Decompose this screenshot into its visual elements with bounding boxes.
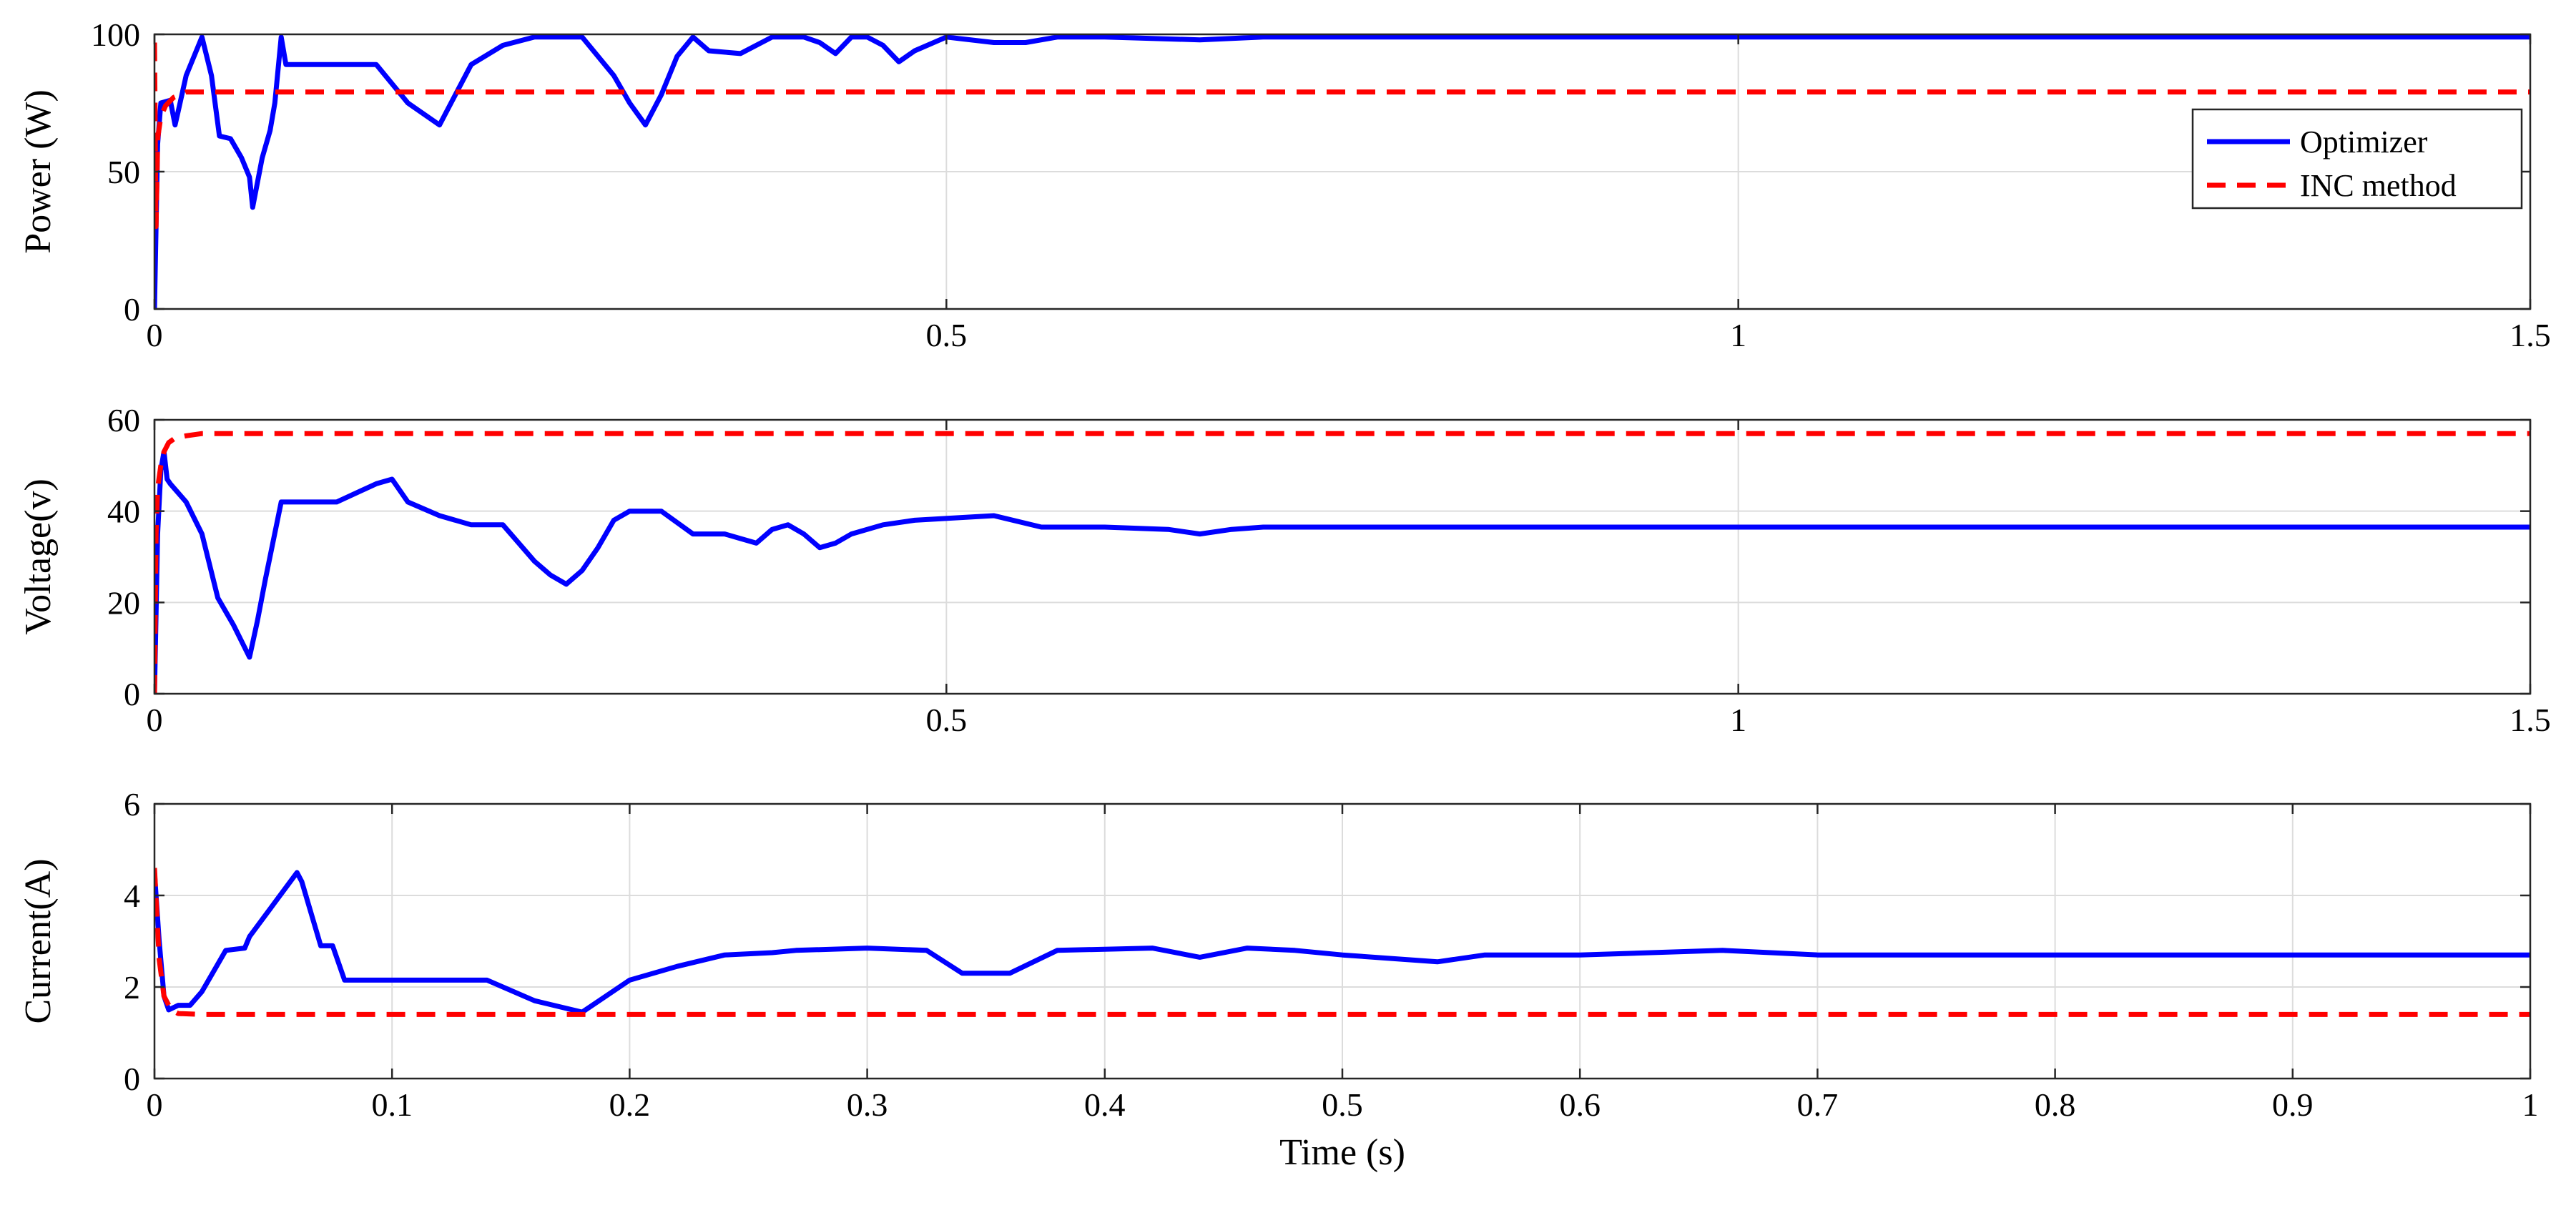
power-series-inc-method	[154, 42, 2530, 230]
voltage-ytick-label: 20	[107, 584, 140, 621]
current-xtick-label: 0.3	[847, 1086, 888, 1123]
power-ytick-label: 100	[91, 16, 140, 53]
legend: Optimizer INC method	[2191, 108, 2523, 210]
power-xtick-label: 0.5	[926, 317, 968, 353]
current-xlabel: Time (s)	[1279, 1132, 1405, 1173]
power-ytick-label: 50	[107, 154, 140, 190]
voltage-ylabel: Voltage(v)	[18, 478, 59, 635]
power-xtick-label: 1	[1730, 317, 1746, 353]
power-ylabel: Power (W)	[18, 89, 59, 254]
legend-label-inc-method: INC method	[2300, 168, 2457, 203]
power-xtick-label: 1.5	[2509, 317, 2551, 353]
panel-current: 0 0.1 0.2 0.3 0.4 0.5 0.6 0.7 0.8 0.9 1 0 2 4 6 Current…	[18, 786, 2539, 1173]
current-series-inc-method	[154, 868, 2530, 1017]
voltage-xtick-label: 0.5	[926, 702, 968, 738]
voltage-ytick-label: 60	[107, 402, 140, 438]
current-series-optimizer	[154, 870, 2530, 1015]
power-series-optimizer	[154, 34, 2530, 310]
current-xtick-label: 1	[2522, 1086, 2539, 1123]
voltage-xtick-label: 1	[1730, 702, 1746, 738]
voltage-xtick-label: 1.5	[2509, 702, 2551, 738]
current-ytick-label: 2	[124, 969, 140, 1006]
panel-power: 0 0.5 1 1.5 0 50 100 Power (W)	[18, 16, 2551, 353]
legend-box	[2191, 108, 2523, 210]
voltage-plot-area	[154, 420, 2530, 694]
voltage-ytick-label: 0	[124, 676, 140, 712]
voltage-ytick-label: 40	[107, 493, 140, 530]
current-xtick-label: 0.2	[609, 1086, 651, 1123]
power-ytick-label: 0	[124, 291, 140, 328]
current-xtick-label: 0.8	[2035, 1086, 2076, 1123]
current-xtick-label: 0.7	[1797, 1086, 1839, 1123]
panel-voltage: 0 0.5 1 1.5 0 20 40 60 Voltage(v)	[18, 402, 2551, 738]
voltage-series-optimizer	[154, 449, 2530, 694]
current-xtick-label: 0.4	[1084, 1086, 1126, 1123]
current-ytick-label: 6	[124, 786, 140, 822]
power-xtick-label: 0	[147, 317, 163, 353]
current-ytick-label: 0	[124, 1061, 140, 1097]
current-xtick-label: 0.6	[1559, 1086, 1601, 1123]
voltage-axes-frame	[153, 418, 2532, 695]
current-ytick-label: 4	[124, 878, 140, 914]
current-xtick-label: 0.9	[2272, 1086, 2314, 1123]
voltage-xtick-label: 0	[147, 702, 163, 738]
current-xtick-label: 0.1	[371, 1086, 413, 1123]
current-ylabel: Current(A)	[18, 858, 59, 1023]
current-xtick-label: 0	[147, 1086, 163, 1123]
current-xtick-label: 0.5	[1322, 1086, 1363, 1123]
legend-label-optimizer: Optimizer	[2300, 124, 2428, 159]
